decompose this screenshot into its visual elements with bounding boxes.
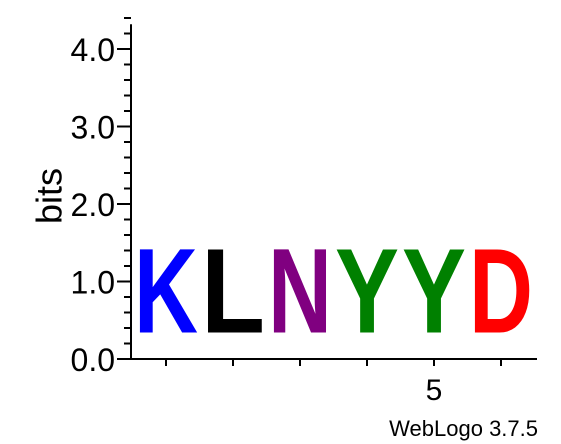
x-axis: 5 xyxy=(131,358,537,407)
logo-letter-y-pos-4: Y xyxy=(335,224,399,359)
x-tick-label: 5 xyxy=(426,374,443,407)
y-tick-label: 1.0 xyxy=(71,265,115,301)
y-tick-label: 4.0 xyxy=(71,32,115,68)
logo-letter-y-pos-5: Y xyxy=(402,224,466,359)
y-axis: 0.0 1.0 2.0 3.0 4.0 xyxy=(71,17,132,378)
logo-letter-n-pos-3: N xyxy=(268,224,332,359)
logo-letter-k-pos-1: K xyxy=(134,224,198,359)
y-axis-label: bits xyxy=(29,168,70,224)
logo-letter-d-pos-6: D xyxy=(469,224,533,359)
y-tick-label: 2.0 xyxy=(71,187,115,223)
logo-letter-l-pos-2: L xyxy=(201,223,265,358)
footer-credit: WebLogo 3.7.5 xyxy=(389,416,538,441)
y-tick-label: 3.0 xyxy=(71,110,115,146)
y-tick-label: 0.0 xyxy=(71,342,115,378)
